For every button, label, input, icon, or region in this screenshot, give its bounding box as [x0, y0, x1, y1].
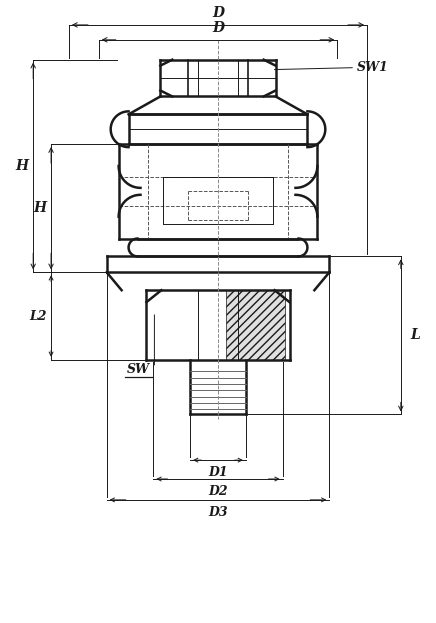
Text: H: H: [16, 159, 29, 173]
Text: D: D: [212, 6, 224, 20]
Text: SW1: SW1: [357, 61, 389, 74]
Text: D1: D1: [208, 466, 228, 479]
Text: D: D: [212, 21, 224, 35]
Text: D3: D3: [208, 506, 228, 519]
Text: H: H: [34, 201, 47, 215]
Text: D2: D2: [208, 485, 228, 498]
Text: L: L: [411, 328, 420, 343]
Polygon shape: [226, 290, 285, 359]
Text: L2: L2: [29, 310, 47, 323]
Text: SW: SW: [127, 363, 150, 376]
